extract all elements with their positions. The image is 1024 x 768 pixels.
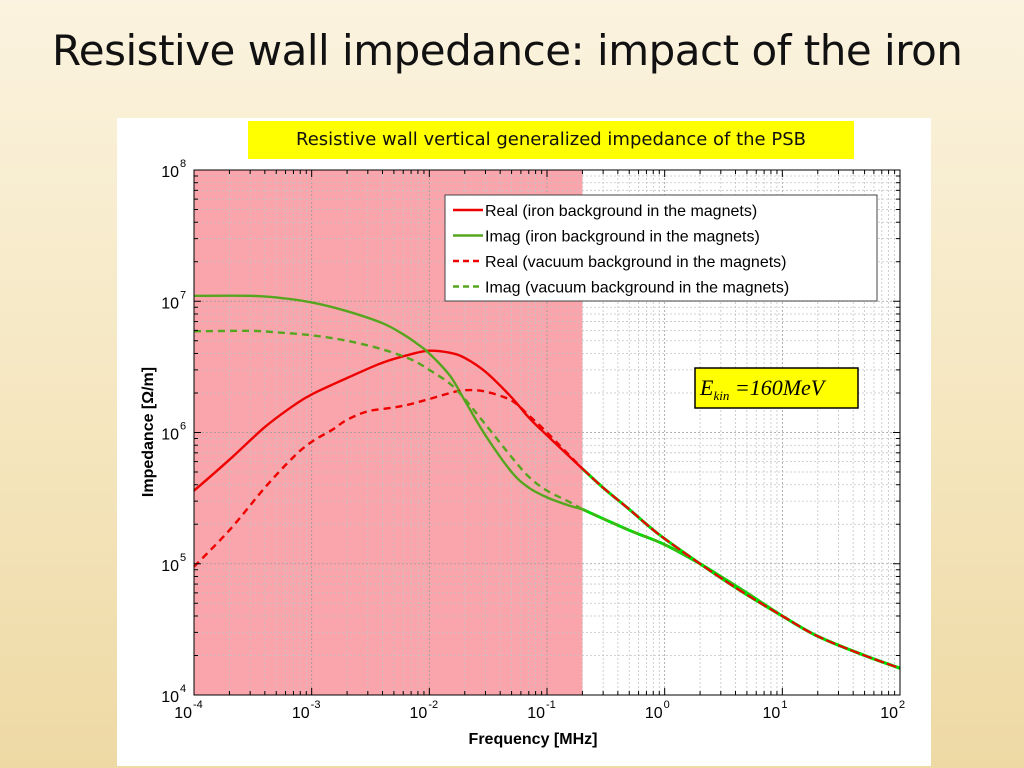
y-tick-base: 10 [161, 689, 179, 706]
legend-label: Real (vacuum background in the magnets) [485, 254, 787, 271]
imag-tail-dash [581, 508, 901, 670]
legend-label: Real (iron background in the magnets) [485, 203, 757, 220]
series-imag-vacuum [193, 329, 584, 511]
x-tick-base: 10 [763, 705, 781, 722]
x-tick-label: 10 -1 [527, 699, 556, 722]
y-tick-base: 10 [161, 427, 179, 444]
y-tick-exponent: 4 [180, 683, 186, 695]
grid [193, 170, 900, 696]
x-tick-exponent: -2 [428, 699, 438, 711]
x-tick-label: 10 -2 [410, 699, 439, 722]
x-tick-label: 10 2 [880, 699, 905, 722]
y-tick-exponent: 8 [180, 158, 186, 170]
x-tick-label: 10 -4 [174, 699, 203, 722]
series-lines [193, 294, 901, 670]
y-tick-exponent: 6 [180, 421, 186, 433]
y-tick-label: 10 7 [161, 289, 186, 312]
y-tick-base: 10 [161, 295, 179, 312]
y-tick-label: 10 5 [161, 552, 186, 575]
annotation-box [694, 367, 859, 409]
legend-item: Imag (iron background in the magnets) [453, 229, 760, 246]
y-tick-base: 10 [161, 164, 179, 181]
y-tick-label: 10 8 [161, 158, 186, 181]
x-tick-labels: 10 -4 10 -3 10 -2 10 -1 10 0 10 1 10 2 [174, 699, 905, 722]
series-imag-iron [193, 294, 583, 511]
x-tick-exponent: -4 [193, 699, 203, 711]
x-tick-exponent: 0 [664, 699, 670, 711]
legend-item: Imag (vacuum background in the magnets) [453, 280, 789, 297]
x-axis-title: Frequency [MHz] [469, 731, 598, 748]
x-tick-base: 10 [645, 705, 663, 722]
legend-label: Imag (iron background in the magnets) [485, 229, 760, 246]
series-real-iron [193, 349, 584, 492]
slide-title: Resistive wall impedance: impact of the … [52, 26, 963, 75]
legend-label: Imag (vacuum background in the magnets) [485, 280, 789, 297]
chart-banner: Resistive wall vertical generalized impe… [248, 121, 854, 159]
legend-box [444, 194, 878, 302]
legend-item: Real (iron background in the magnets) [453, 203, 757, 220]
annotation-value: =160MeV [729, 375, 826, 400]
annotation-base: E [699, 375, 714, 400]
annotation-text: Ekin =160MeV [699, 375, 827, 403]
x-tick-exponent: 2 [899, 699, 905, 711]
x-tick-base: 10 [174, 705, 192, 722]
x-tick-exponent: -3 [311, 699, 321, 711]
y-tick-label: 10 6 [161, 421, 186, 444]
x-tick-label: 10 1 [763, 699, 788, 722]
annotation-subscript: kin [713, 388, 729, 403]
legend: Real (iron background in the magnets) Ima… [444, 194, 878, 302]
y-axis-title: Impedance [Ω/m] [140, 367, 157, 497]
real-tail-line-red [581, 467, 901, 670]
y-tick-label: 10 4 [161, 683, 186, 706]
y-tick-exponent: 5 [180, 552, 186, 564]
y-tick-exponent: 7 [180, 289, 186, 301]
series-real-vacuum [193, 388, 584, 568]
x-tick-base: 10 [880, 705, 898, 722]
x-tick-base: 10 [527, 705, 545, 722]
x-tick-base: 10 [410, 705, 428, 722]
energy-annotation: Ekin =160MeV [694, 367, 859, 409]
x-tick-label: 10 -3 [292, 699, 321, 722]
axes [193, 169, 901, 696]
x-tick-label: 10 0 [645, 699, 670, 722]
y-tick-base: 10 [161, 558, 179, 575]
x-tick-exponent: -1 [546, 699, 556, 711]
legend-item: Real (vacuum background in the magnets) [453, 254, 787, 271]
x-tick-exponent: 1 [781, 699, 787, 711]
x-tick-base: 10 [292, 705, 310, 722]
